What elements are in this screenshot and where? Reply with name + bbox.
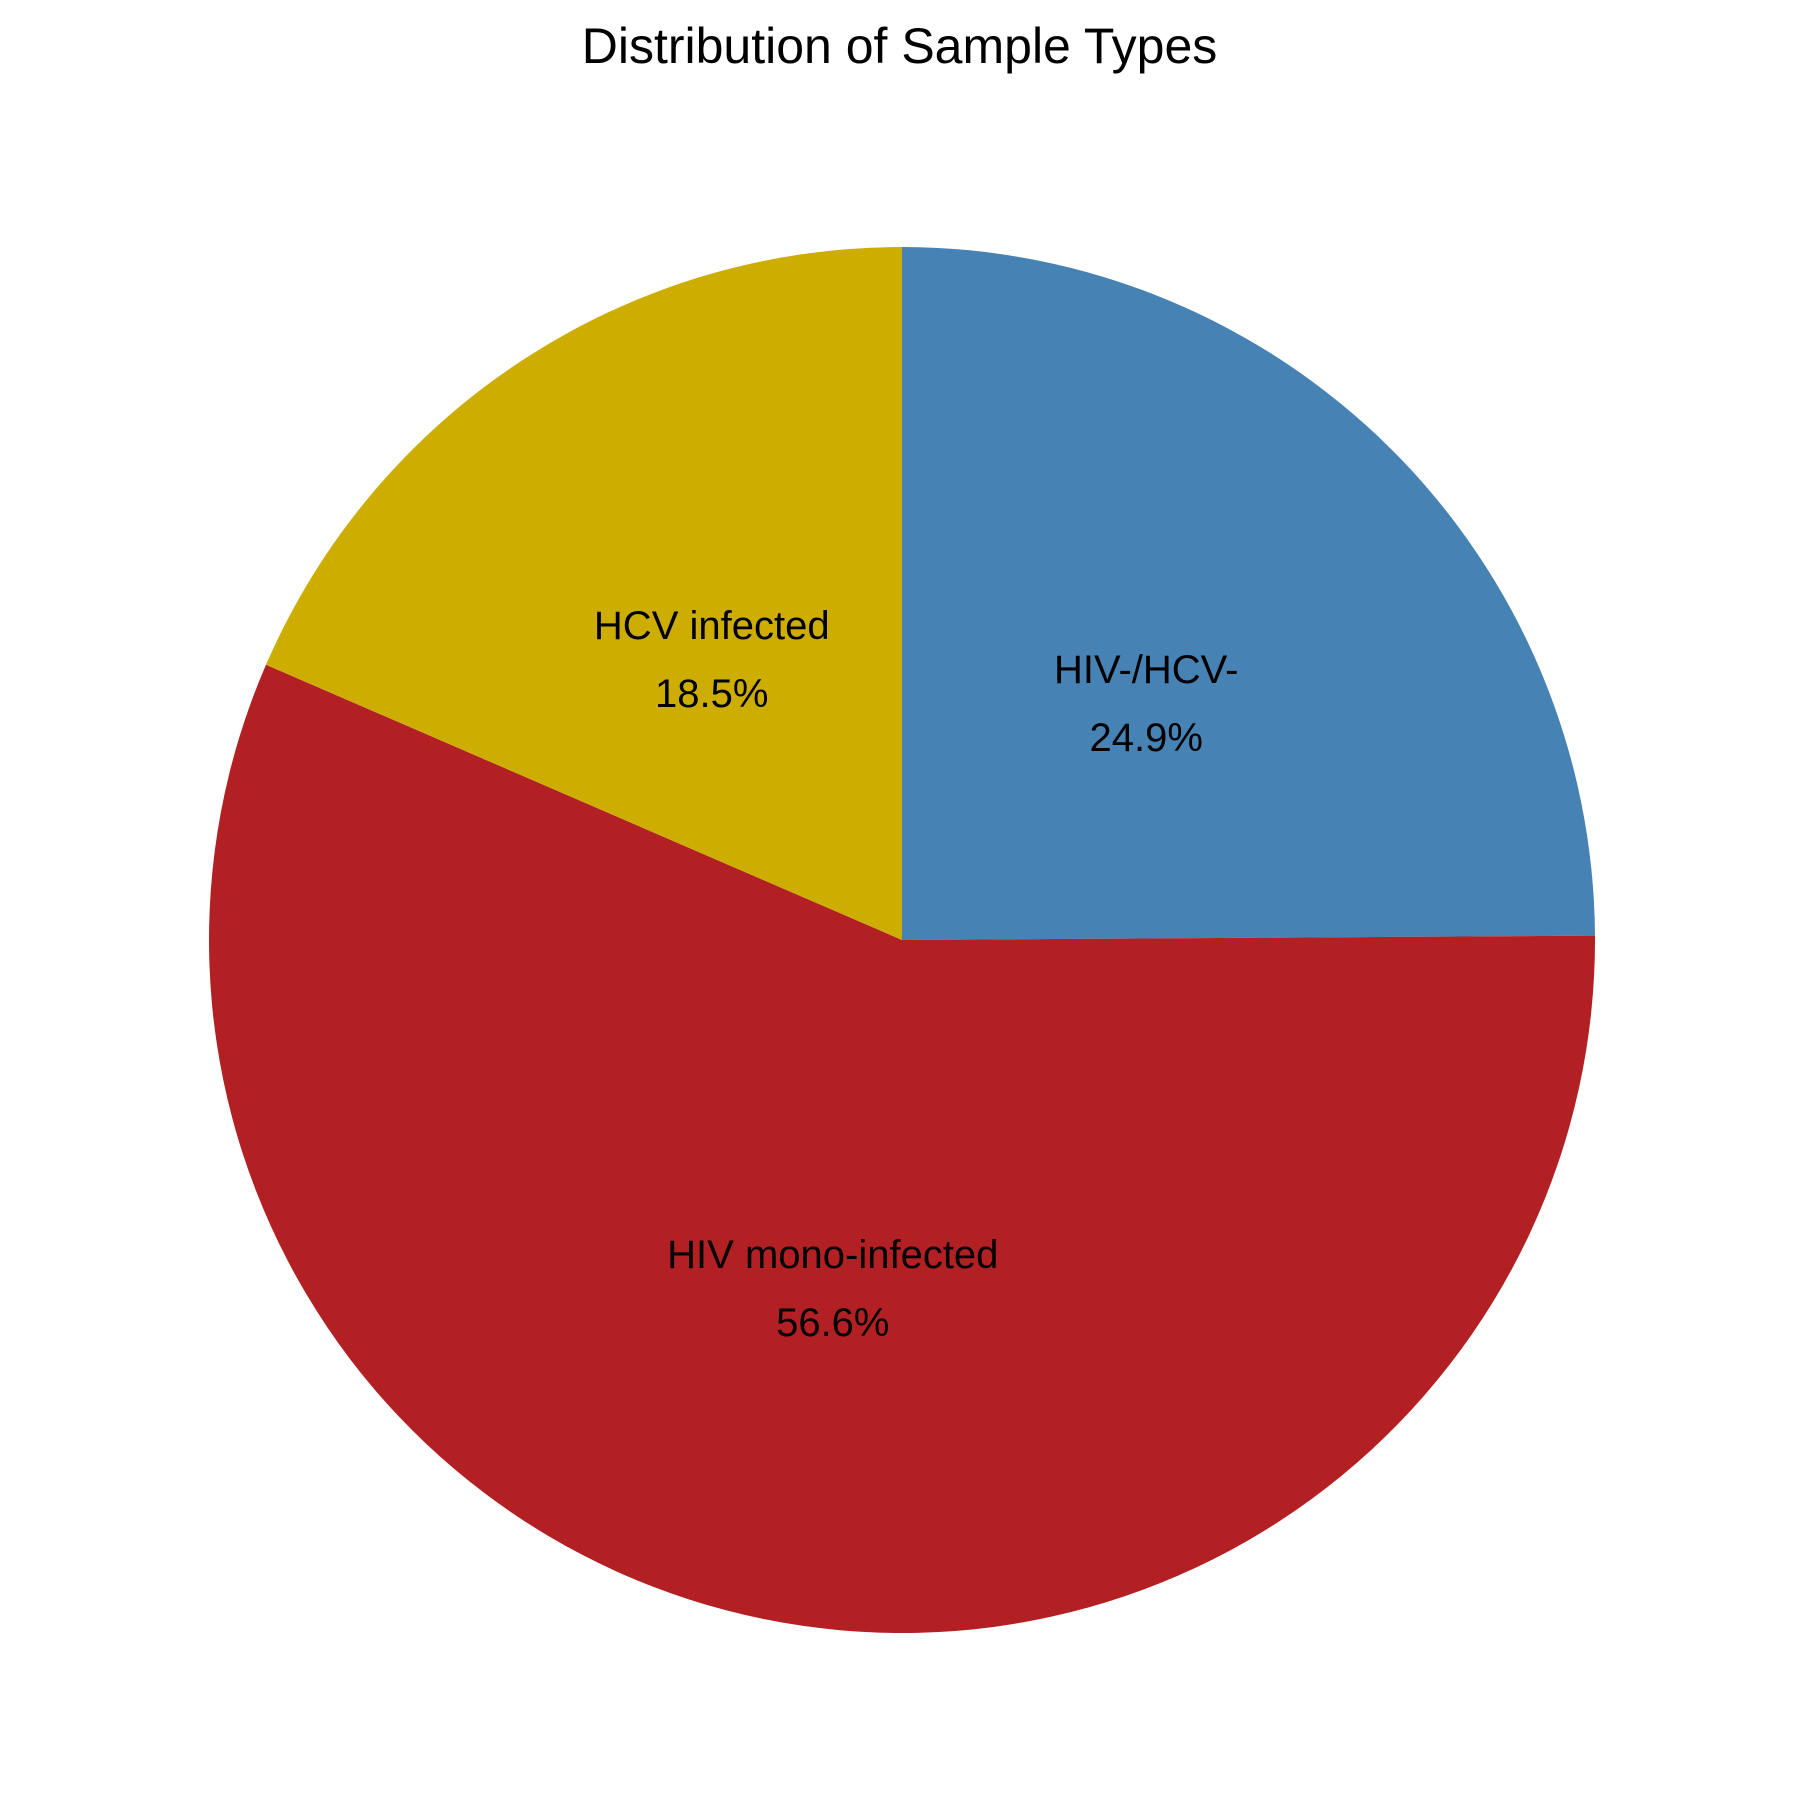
- slice-label-hiv-mono-infected: HIV mono-infected: [667, 1233, 998, 1277]
- slice-label-hcv-infected: HCV infected: [594, 604, 830, 648]
- pie-slices: [208, 247, 1596, 1633]
- slice-label-hiv-hcv: HIV-/HCV-: [1054, 648, 1238, 692]
- pie-slice-hiv-hcv: [902, 247, 1595, 940]
- pie-labels: HIV-/HCV- 24.9% HIV mono-infected 56.6% HCV …: [594, 604, 1239, 1345]
- slice-value-hcv-infected: 18.5%: [655, 672, 768, 716]
- chart-title: Distribution of Sample Types: [581, 18, 1218, 74]
- pie-slice-hcv-infected: [265, 247, 902, 940]
- slice-value-hiv-hcv: 24.9%: [1090, 716, 1203, 760]
- slice-value-hiv-mono-infected: 56.6%: [776, 1301, 889, 1345]
- pie-slice-hiv-mono-infected: [208, 664, 1596, 1633]
